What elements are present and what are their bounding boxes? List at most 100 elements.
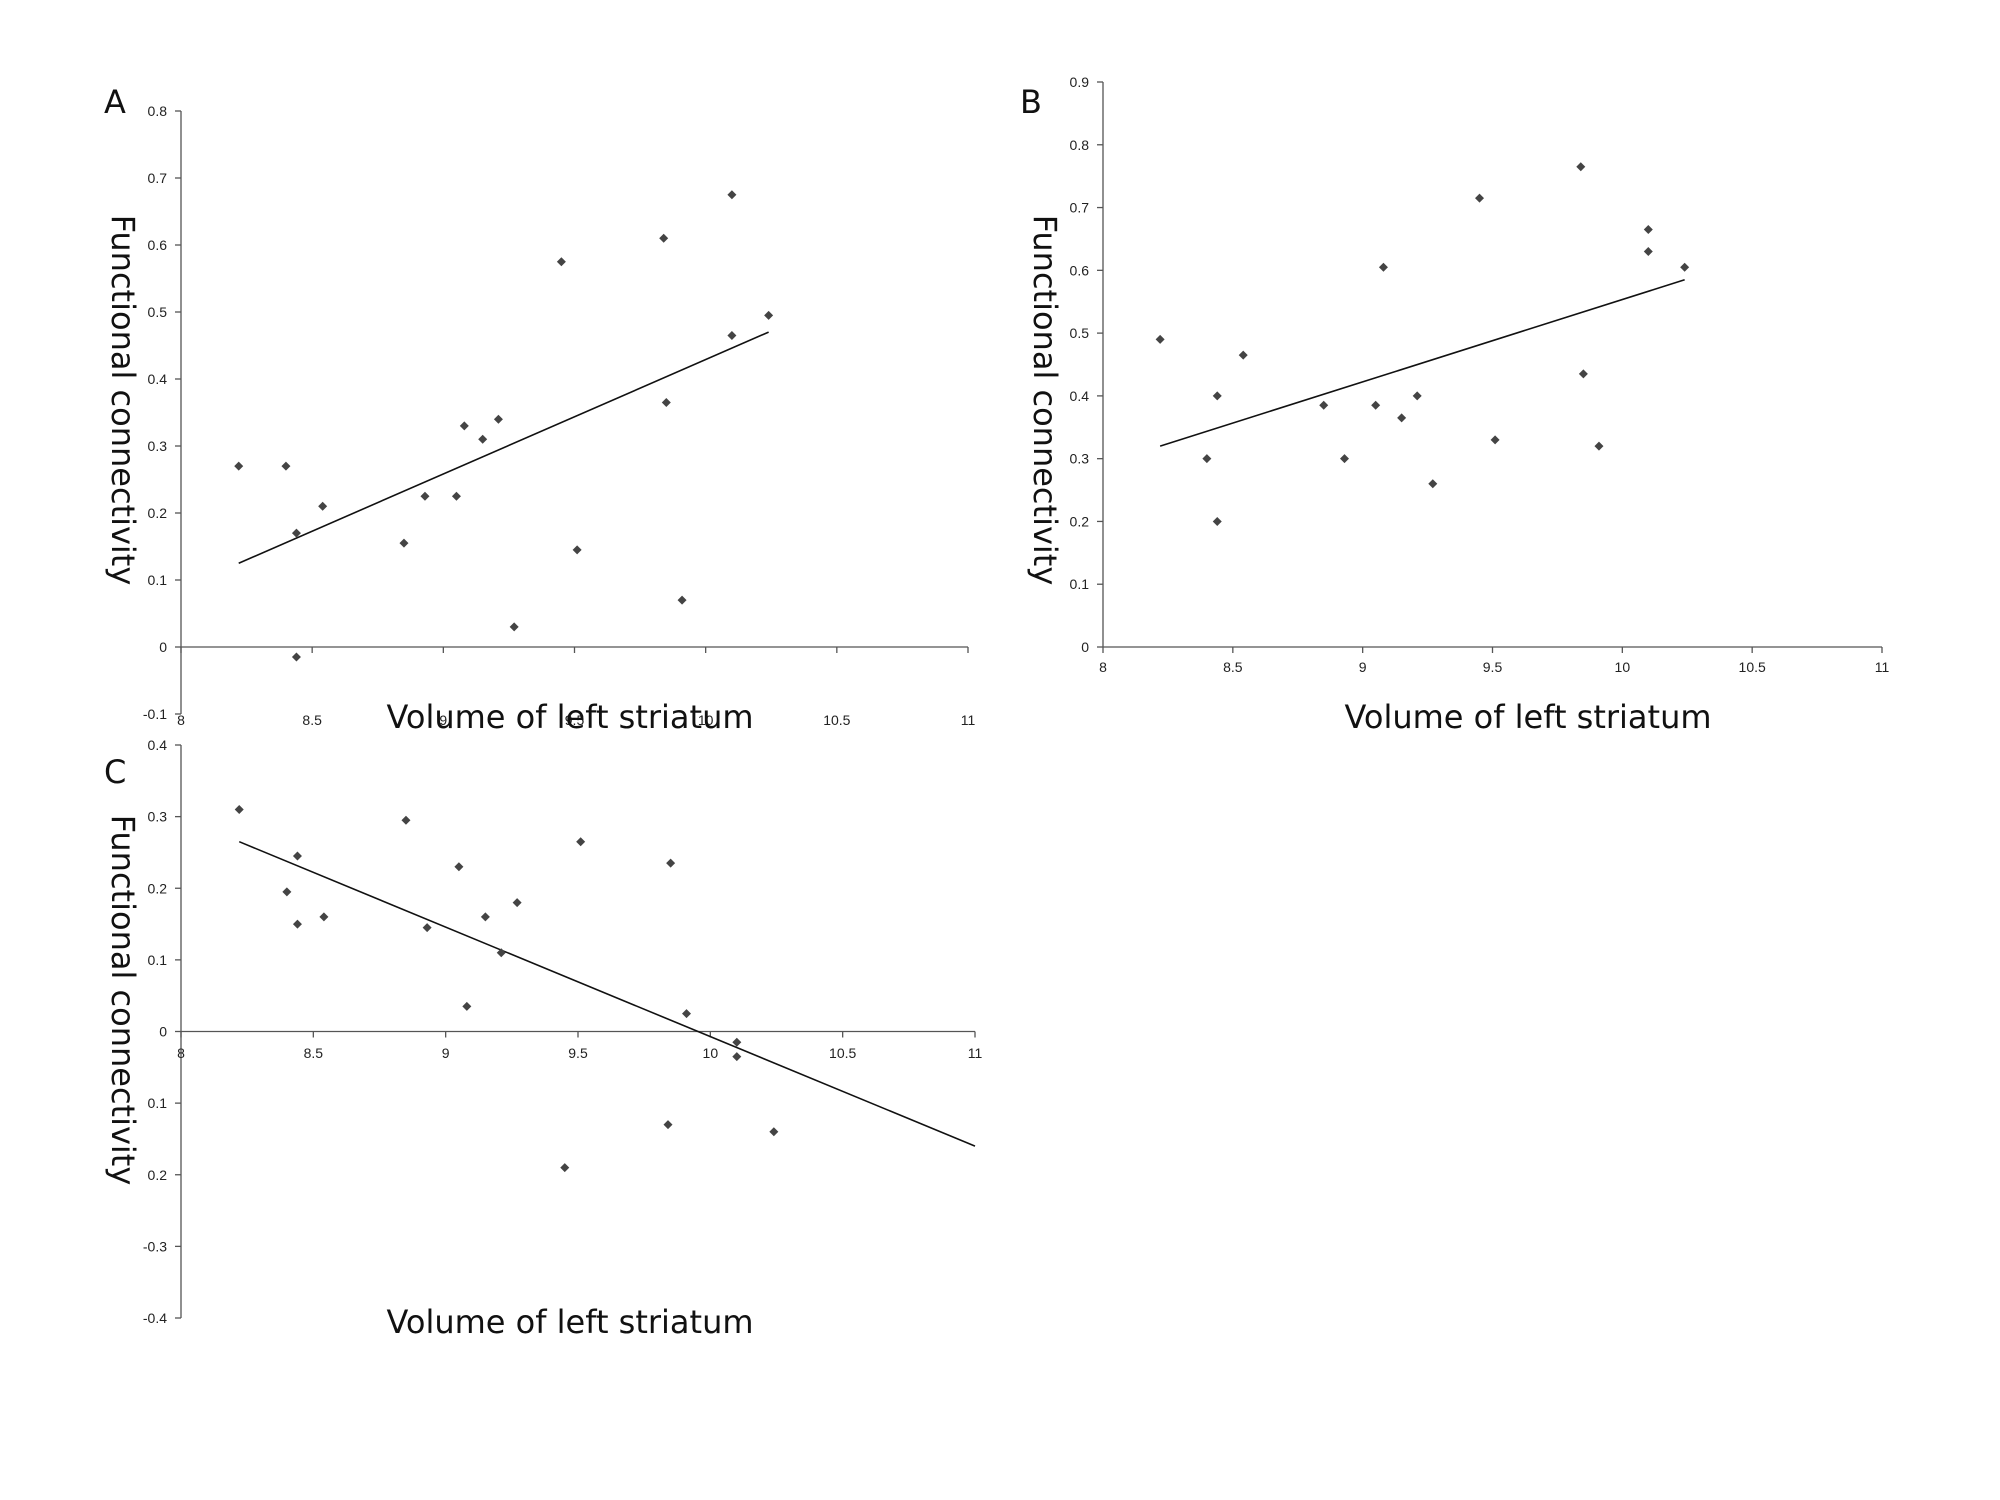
panel-b-chart: 0 0.1 0.2 0.3 0.4 0.5 0.6 0.7 0.8 0.9 8 8.5 9 9.5 10 10… [1020,74,1889,736]
data-point [512,898,522,908]
trendline [1159,278,1685,447]
data-point [454,862,464,872]
data-point [682,1009,692,1019]
data-point [282,887,292,897]
trendline [238,840,976,1147]
y-tick-label: 0 [1081,639,1089,655]
x-tick-label: 11 [1875,659,1890,675]
data-point [1475,193,1485,203]
y-tick-label: 0.5 [1070,325,1090,341]
y-tick-label: 0.3 [148,809,168,825]
data-point [661,397,671,407]
data-point [560,1163,570,1173]
y-tick-label: 0.6 [1070,262,1090,278]
y-tick-label: 0.1 [148,952,168,968]
panel-a-chart: -0.1 0 0.1 0.2 0.3 0.4 0.5 0.6 0.7 0.8 8 8.5 9 9.5 10 1… [104,83,975,736]
y-tick-label: 0.8 [148,103,168,119]
y-tick-label: 0 [159,1024,167,1040]
y-tick-label: 0.2 [1070,513,1090,529]
data-point [291,652,301,662]
x-tick-label: 9 [442,1045,450,1061]
data-point [459,421,469,431]
data-point [1643,225,1653,235]
x-tick-label: 9.5 [568,1045,588,1061]
data-point [727,330,737,340]
data-point [1578,369,1588,379]
data-point [677,595,687,605]
y-axis-title: Functional connectivity [104,215,142,586]
data-point [1594,441,1604,451]
data-point [1202,454,1212,464]
data-point [292,851,302,861]
x-axis-title: Volume of left striatum [386,1303,753,1341]
data-point [727,190,737,200]
x-tick-label: 10 [698,712,714,728]
x-axis-title: Volume of left striatum [386,698,753,736]
data-point [509,622,519,632]
data-point [1680,262,1690,272]
data-point [1397,413,1407,423]
x-tick-label: 8 [177,712,185,728]
y-tick-label: 0.7 [1070,200,1090,216]
panel-label: B [1020,83,1042,121]
data-point [401,815,411,825]
y-tick-label: 0.4 [1070,388,1090,404]
data-point [399,538,409,548]
data-point [659,233,669,243]
x-tick-label: 9.5 [1483,659,1503,675]
panel-label: A [104,83,126,121]
data-point [493,414,503,424]
x-tick-label: 9.5 [565,712,585,728]
x-axis-title: Volume of left striatum [1344,698,1711,736]
y-tick-label: 0.4 [148,371,168,387]
x-tick-label: 10 [703,1045,719,1061]
data-point [496,948,506,958]
data-point [480,912,490,922]
data-point [1490,435,1500,445]
y-tick-label: 0.5 [148,304,168,320]
data-point [732,1037,742,1047]
data-point [572,545,582,555]
y-tick-label: -0.3 [143,1238,167,1254]
y-tick-label: -0.1 [143,706,167,722]
data-point [451,491,461,501]
x-tick-label: 9 [439,712,447,728]
y-tick-label: 0.3 [148,438,168,454]
y-tick-label: 0.2 [148,1167,168,1183]
panel-label: C [104,753,126,791]
y-tick-label: 0.3 [1070,451,1090,467]
y-tick-label: -0.4 [143,1310,167,1326]
y-tick-label: 0.2 [148,505,168,521]
y-tick-label: 0.4 [148,737,168,753]
data-point [318,501,328,511]
data-point [732,1052,742,1062]
data-point [462,1001,472,1011]
x-tick-label: 8.5 [304,1045,324,1061]
x-tick-label: 9 [1359,659,1367,675]
data-point [478,434,488,444]
data-point [556,257,566,267]
data-point [1212,391,1222,401]
data-point [1643,247,1653,256]
data-point [319,912,329,922]
x-tick-label: 8 [177,1045,185,1061]
data-point [663,1120,673,1130]
y-tick-label: 0 [159,639,167,655]
panel-c-chart: -0.4 -0.3 0.2 0.1 0 0.1 0.2 0.3 0.4 8 8.5 9 9.5 10 10.… [104,737,982,1341]
y-tick-label: 0.6 [148,237,168,253]
data-point [420,491,430,501]
y-tick-label: 0.9 [1070,74,1090,90]
x-tick-label: 10.5 [823,712,850,728]
x-tick-label: 10.5 [1739,659,1766,675]
x-tick-label: 8 [1099,659,1107,675]
data-point [1378,262,1388,272]
x-tick-label: 11 [968,1045,983,1061]
data-point [1212,516,1222,526]
data-point [1339,454,1349,464]
y-tick-label: 0.8 [1070,137,1090,153]
trendline [238,331,769,564]
data-point [666,858,676,868]
x-tick-label: 10.5 [829,1045,856,1061]
y-tick-label: 0.7 [148,170,168,186]
